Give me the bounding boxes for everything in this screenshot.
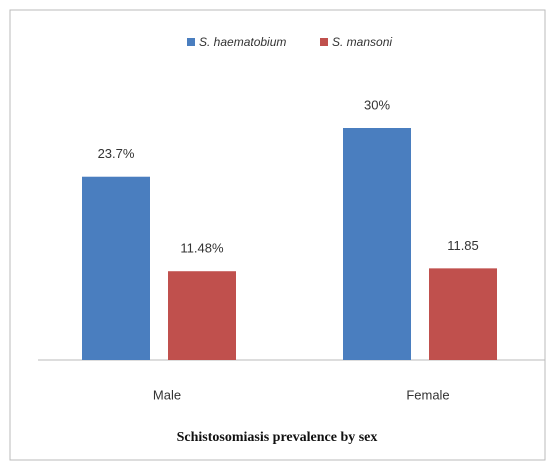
legend-label: S. haematobium <box>199 35 286 49</box>
bar <box>168 271 236 360</box>
bar <box>82 176 150 360</box>
chart-title: Schistosomiasis prevalence by sex <box>177 430 378 445</box>
legend-swatch <box>187 38 195 46</box>
data-label: 11.48% <box>180 241 224 256</box>
data-label: 23.7% <box>98 146 135 161</box>
legend-label: S. mansoni <box>332 35 392 49</box>
x-tick-label: Male <box>153 387 181 402</box>
legend-swatch <box>320 38 328 46</box>
data-label: 30% <box>364 97 390 112</box>
bar <box>429 268 497 360</box>
data-label: 11.85 <box>447 238 479 253</box>
x-tick-label: Female <box>406 387 449 402</box>
bar <box>343 128 411 360</box>
